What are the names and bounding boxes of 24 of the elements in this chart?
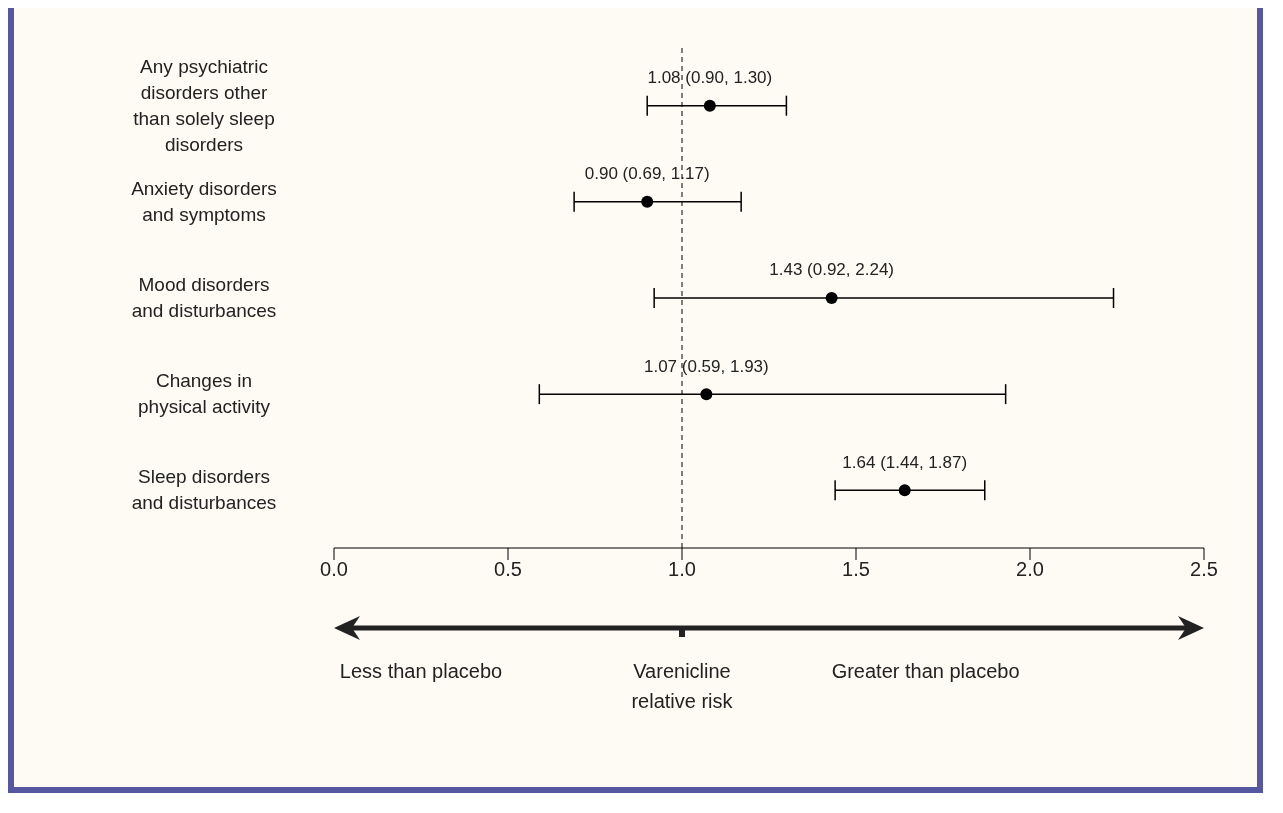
- point: [700, 388, 713, 401]
- text: Less than placebo: [339, 659, 503, 684]
- point: [703, 99, 716, 112]
- point: [898, 484, 911, 497]
- text: Varenicline relative risk: [630, 659, 734, 714]
- data-label: 1.64 (1.44, 1.87): [842, 452, 968, 472]
- y-tick-label: Changes in physical activity: [138, 370, 271, 418]
- point: [641, 195, 654, 208]
- y-tick-label: Sleep disorders and disturbances: [131, 466, 277, 514]
- point: [825, 292, 838, 304]
- x-tick-label: 1.5: [842, 558, 870, 581]
- data-label: 1.07 (0.59, 1.93): [643, 356, 769, 376]
- data-label: 1.43 (0.92, 2.24): [769, 260, 895, 280]
- x-tick-label: 2.5: [1190, 558, 1218, 581]
- x-tick-label: 1.0: [668, 558, 696, 581]
- y-tick-label: Mood disorders and disturbances: [131, 274, 277, 321]
- y-tick-label: Anxiety disorders and symptoms: [131, 177, 277, 225]
- data-label: 0.90 (0.69, 1.17): [584, 164, 710, 184]
- text: Greater than placebo: [831, 659, 1020, 684]
- data-label: 1.08 (0.90, 1.30): [647, 68, 773, 88]
- x-tick-label: 2.0: [1016, 558, 1044, 581]
- x-tick-label: 0.5: [494, 558, 522, 581]
- x-tick-label: 0.0: [320, 558, 348, 581]
- y-tick-label: Any psychiatric disorders other than solely sleep disorders: [133, 55, 275, 155]
